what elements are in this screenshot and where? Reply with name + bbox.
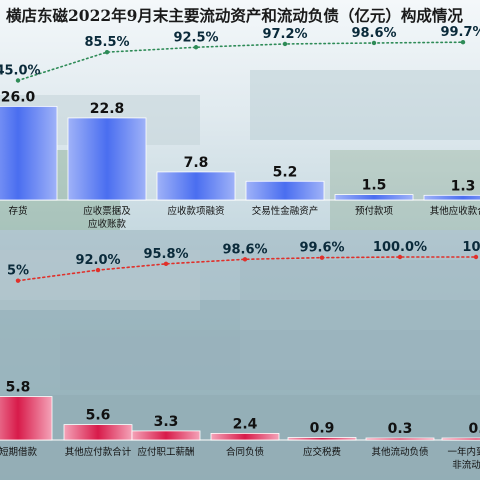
value-label-1-5: 0.3	[388, 421, 413, 437]
bar-0-1	[67, 117, 147, 201]
value-label-0-4: 1.5	[362, 178, 387, 194]
bar-1-1	[63, 424, 133, 441]
cumulative-point-1-5	[397, 254, 403, 260]
cumulative-point-0-3	[282, 41, 288, 47]
bar-1-3	[210, 432, 280, 441]
category-label-0-1: 应收票据及	[83, 205, 131, 217]
value-label-0-0: 26.0	[1, 89, 36, 105]
cumulative-point-1-6	[473, 254, 479, 260]
cumulative-pct-label-1-2: 95.8%	[143, 247, 188, 262]
category-label-0-3: 交易性金融资产	[252, 205, 319, 217]
cumulative-pct-label-1-6: 100	[462, 240, 480, 255]
category-label-0-0: 存货	[8, 205, 27, 217]
cumulative-point-0-2	[193, 45, 199, 50]
bar-1-4	[287, 437, 357, 441]
cumulative-pct-label-0-4: 98.6%	[351, 26, 396, 41]
cumulative-point-0-4	[371, 40, 377, 46]
cumulative-pct-label-1-4: 99.6%	[299, 241, 344, 256]
category-label-0-5: 其他应收款合计	[430, 205, 480, 217]
bar-1-6	[441, 437, 480, 441]
cumulative-pct-label-0-0: 45.0%	[0, 64, 41, 79]
bar-1-0	[0, 396, 53, 441]
bar-1-2	[131, 430, 201, 441]
value-label-1-0: 5.8	[6, 380, 31, 396]
category-label-1-1: 其他应付款合计	[65, 446, 132, 458]
category-label-0-4: 预付款项	[355, 205, 394, 217]
value-label-0-1: 22.8	[90, 101, 125, 117]
cumulative-pct-label-1-3: 98.6%	[222, 242, 267, 257]
bar-1-5	[365, 437, 435, 441]
category-label-1-4: 应交税费	[303, 446, 341, 458]
value-label-1-3: 2.4	[233, 416, 258, 432]
category-label-1-6-line1: 非流动负债	[452, 459, 480, 471]
value-label-0-3: 5.2	[273, 164, 298, 180]
value-label-1-4: 0.9	[310, 421, 335, 437]
category-label-1-0: 短期借款	[0, 446, 37, 458]
category-label-1-2: 应付职工薪酬	[137, 446, 194, 458]
cumulative-point-0-5	[460, 40, 466, 45]
cumulative-point-1-3	[242, 257, 248, 262]
cumulative-pct-label-1-1: 92.0%	[75, 253, 120, 268]
category-label-0-2: 应收款项融资	[167, 205, 225, 217]
value-label-1-6: 0.	[468, 421, 480, 437]
cumulative-pct-label-0-2: 92.5%	[173, 30, 218, 45]
category-label-0-1-line1: 应收账款	[88, 218, 127, 230]
value-label-0-5: 1.3	[451, 178, 476, 194]
cumulative-pct-label-0-1: 85.5%	[84, 35, 129, 50]
cumulative-pct-label-1-5: 100.0%	[373, 240, 427, 255]
cumulative-pct-label-0-5: 99.7%	[440, 25, 480, 40]
bar-0-2	[156, 171, 236, 201]
cumulative-line-0	[17, 41, 464, 82]
category-label-1-6: 一年内到期的	[447, 446, 480, 458]
bar-0-4	[334, 194, 414, 201]
value-label-1-2: 3.3	[154, 414, 179, 430]
bar-0-5	[423, 194, 480, 201]
category-label-1-3: 合同负债	[226, 446, 265, 458]
cumulative-pct-label-1-0: 5%	[7, 264, 29, 279]
cumulative-point-1-1	[95, 267, 101, 273]
cumulative-point-1-0	[15, 278, 21, 283]
value-label-0-2: 7.8	[184, 155, 209, 171]
cumulative-pct-label-0-3: 97.2%	[262, 27, 307, 42]
cumulative-point-0-1	[104, 49, 110, 55]
category-label-1-5: 其他流动负债	[371, 446, 429, 458]
cumulative-point-1-2	[163, 261, 169, 267]
chart-title: 横店东磁2022年9月末主要流动资产和流动负债（亿元）构成情况	[6, 6, 463, 25]
cumulative-point-0-0	[15, 78, 21, 83]
bar-0-0	[0, 106, 58, 201]
bar-0-3	[245, 180, 325, 201]
cumulative-point-1-4	[319, 255, 325, 260]
value-label-1-1: 5.6	[86, 408, 111, 424]
